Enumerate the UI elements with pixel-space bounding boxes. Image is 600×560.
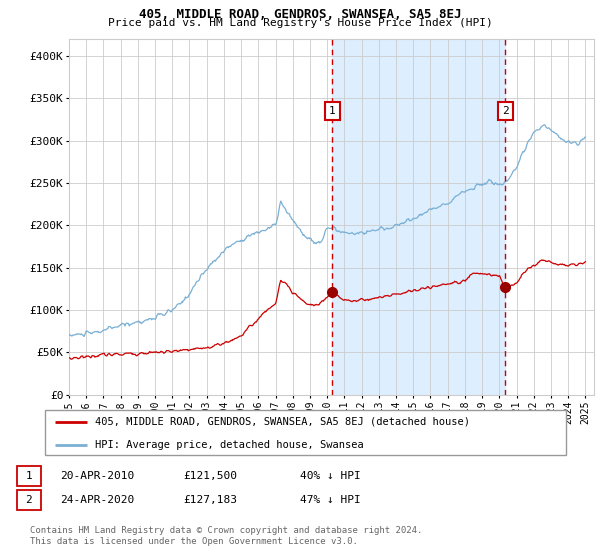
Text: 20-APR-2010: 20-APR-2010 (60, 471, 134, 481)
Text: £121,500: £121,500 (183, 471, 237, 481)
Text: HPI: Average price, detached house, Swansea: HPI: Average price, detached house, Swan… (95, 440, 364, 450)
Text: 405, MIDDLE ROAD, GENDROS, SWANSEA, SA5 8EJ: 405, MIDDLE ROAD, GENDROS, SWANSEA, SA5 … (139, 8, 461, 21)
Text: Contains HM Land Registry data © Crown copyright and database right 2024.
This d: Contains HM Land Registry data © Crown c… (30, 526, 422, 546)
Text: 1: 1 (25, 471, 32, 481)
Text: 405, MIDDLE ROAD, GENDROS, SWANSEA, SA5 8EJ (detached house): 405, MIDDLE ROAD, GENDROS, SWANSEA, SA5 … (95, 417, 470, 427)
FancyBboxPatch shape (44, 410, 566, 455)
Text: £127,183: £127,183 (183, 495, 237, 505)
Bar (332, 39, 505, 395)
Text: 2: 2 (25, 495, 32, 505)
Text: Price paid vs. HM Land Registry's House Price Index (HPI): Price paid vs. HM Land Registry's House … (107, 18, 493, 28)
Text: 24-APR-2020: 24-APR-2020 (60, 495, 134, 505)
Text: 1: 1 (329, 106, 336, 116)
Text: 40% ↓ HPI: 40% ↓ HPI (300, 471, 361, 481)
Text: 47% ↓ HPI: 47% ↓ HPI (300, 495, 361, 505)
Text: 2: 2 (502, 106, 509, 116)
